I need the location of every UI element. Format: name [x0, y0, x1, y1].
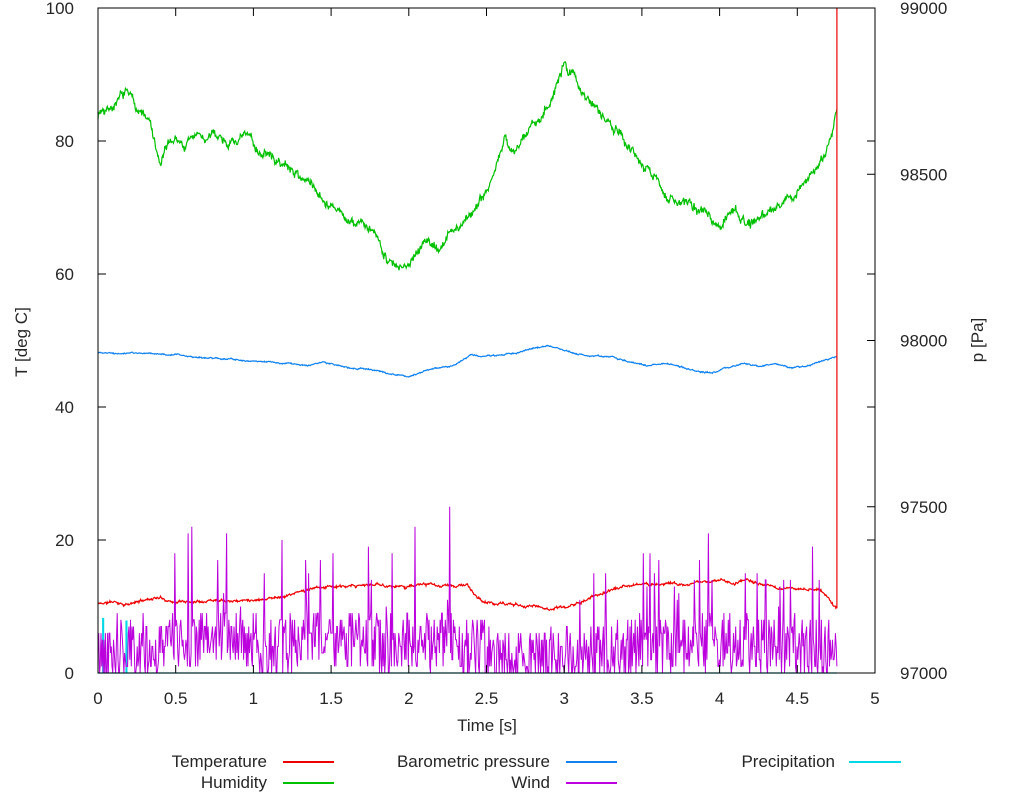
- y-axis-title: T [deg C]: [12, 307, 31, 377]
- x-tick-label: 0.5: [164, 689, 188, 708]
- x-tick-label: 3: [559, 689, 568, 708]
- x-axis-title: Time [s]: [457, 716, 517, 735]
- x-tick-label: 4: [715, 689, 724, 708]
- x-tick-label: 1: [249, 689, 258, 708]
- x-tick-label: 5: [870, 689, 879, 708]
- barometric-pressure-series: [97, 344, 838, 378]
- y-tick-label: 0: [65, 664, 74, 683]
- x-tick-label: 2: [404, 689, 413, 708]
- x-tick-label: 0: [93, 689, 102, 708]
- y-tick-label: 20: [55, 531, 74, 550]
- y2-tick-label: 97500: [900, 498, 947, 517]
- y2-tick-label: 97000: [900, 664, 947, 683]
- x-tick-label: 4.5: [785, 689, 809, 708]
- wind-series: [97, 506, 838, 674]
- humidity-series: [97, 61, 838, 271]
- x-tick-label: 2.5: [475, 689, 499, 708]
- y2-axis-title: p [Pa]: [968, 317, 987, 363]
- y2-tick-label: 99000: [900, 0, 947, 18]
- x-tick-label: 3.5: [630, 689, 654, 708]
- temperature-series: [97, 8, 838, 612]
- y-tick-label: 60: [55, 265, 74, 284]
- y-tick-label: 100: [46, 0, 74, 18]
- y2-tick-label: 98500: [900, 165, 947, 184]
- x-tick-label: 1.5: [319, 689, 343, 708]
- y-tick-label: 80: [55, 132, 74, 151]
- plot-border: [97, 7, 876, 674]
- y-tick-label: 40: [55, 398, 74, 417]
- y2-tick-label: 98000: [900, 332, 947, 351]
